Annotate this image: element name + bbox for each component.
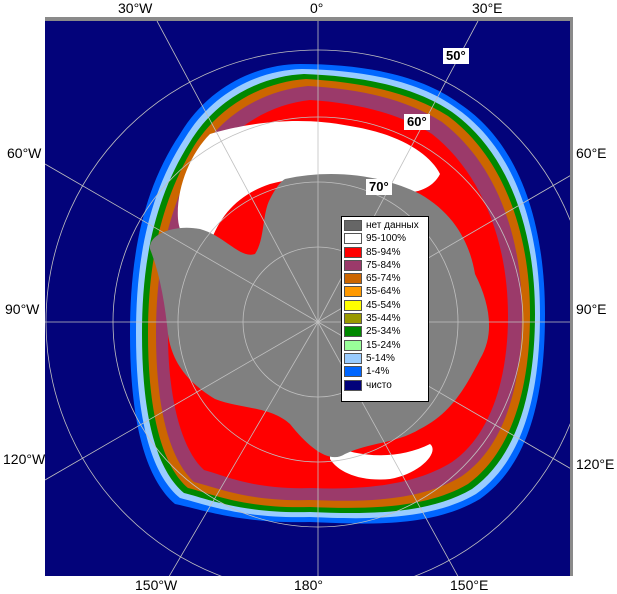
- lat-label-50: 50°: [443, 48, 469, 64]
- legend-swatch: [344, 286, 362, 298]
- map-canvas: [45, 21, 570, 576]
- lon-label-120e: 120°E: [576, 456, 615, 472]
- legend-item: чисто: [344, 379, 426, 392]
- legend-label: чисто: [366, 379, 392, 391]
- legend-swatch: [344, 326, 362, 338]
- legend-swatch: [344, 246, 362, 258]
- ice-band-95-100-south: [330, 444, 433, 480]
- ice-band-95-100-north: [177, 120, 440, 248]
- legend-item: нет данных: [344, 219, 426, 232]
- legend-label: 95-100%: [366, 233, 407, 245]
- legend-swatch: [344, 259, 362, 271]
- lon-label-90e: 90°E: [576, 301, 607, 317]
- legend-label: 25-34%: [366, 326, 401, 338]
- lon-label-30w: 30°W: [118, 0, 153, 16]
- legend-swatch: [344, 273, 362, 285]
- legend-label: 55-64%: [366, 286, 401, 298]
- legend-item: 15-24%: [344, 339, 426, 352]
- legend-label: 5-14%: [366, 352, 395, 364]
- legend-swatch: [344, 339, 362, 351]
- legend-label: 15-24%: [366, 339, 401, 351]
- sea-ice-map: 50° 60° 70°: [45, 17, 573, 576]
- legend-label: 1-4%: [366, 366, 390, 378]
- legend-label: 65-74%: [366, 273, 401, 285]
- legend-swatch: [344, 299, 362, 311]
- legend-swatch: [344, 366, 362, 378]
- legend-item: 45-54%: [344, 299, 426, 312]
- legend-label: 45-54%: [366, 299, 401, 311]
- legend-swatch: [344, 233, 362, 245]
- legend-item: 55-64%: [344, 285, 426, 298]
- legend-item: 1-4%: [344, 365, 426, 378]
- lon-label-0: 0°: [310, 0, 324, 16]
- lon-label-180: 180°: [294, 577, 323, 593]
- legend-label: нет данных: [366, 220, 419, 231]
- legend-item: 35-44%: [344, 312, 426, 325]
- legend-swatch: [344, 220, 362, 231]
- lat-label-70: 70°: [366, 179, 392, 195]
- legend-swatch: [344, 313, 362, 325]
- legend-label: 35-44%: [366, 313, 401, 325]
- legend-label: 85-94%: [366, 246, 401, 258]
- legend-item: 65-74%: [344, 272, 426, 285]
- lon-label-60w: 60°W: [7, 145, 42, 161]
- legend-item: 75-84%: [344, 259, 426, 272]
- legend-swatch: [344, 379, 362, 391]
- legend-item: 95-100%: [344, 232, 426, 245]
- lon-label-150w: 150°W: [135, 577, 178, 593]
- lon-label-30e: 30°E: [472, 0, 503, 16]
- lon-label-90w: 90°W: [5, 301, 40, 317]
- legend-swatch: [344, 352, 362, 364]
- legend-item: 25-34%: [344, 325, 426, 338]
- legend-item: 85-94%: [344, 246, 426, 259]
- legend-item: 5-14%: [344, 352, 426, 365]
- legend-label: 75-84%: [366, 259, 401, 271]
- lon-label-150e: 150°E: [450, 577, 489, 593]
- lat-label-60: 60°: [404, 114, 430, 130]
- legend: нет данных 95-100% 85-94% 75-84% 65-74% 55-64…: [341, 216, 429, 402]
- lon-label-60e: 60°E: [576, 145, 607, 161]
- lon-label-120w: 120°W: [3, 451, 46, 467]
